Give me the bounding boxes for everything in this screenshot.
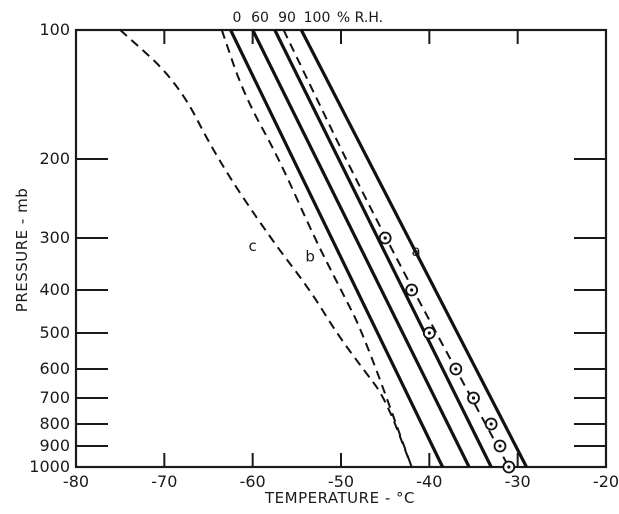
- series-line-c: [119, 29, 413, 468]
- rh-header-label: 60: [251, 10, 269, 26]
- observation-marker-dot: [489, 422, 493, 426]
- series-line-100: [299, 29, 528, 468]
- y-tick-label: 300: [39, 228, 70, 247]
- y-axis-title: PRESSURE - mb: [13, 188, 31, 312]
- annotation-a: a: [411, 242, 420, 260]
- y-tick-label: 100: [39, 20, 70, 39]
- y-tick-label: 800: [39, 414, 70, 433]
- x-tick-label: -40: [416, 472, 442, 491]
- y-tick-label: 200: [39, 149, 70, 168]
- observation-marker-dot: [383, 236, 387, 240]
- y-tick-label: 700: [39, 388, 70, 407]
- x-tick-label: -70: [151, 472, 177, 491]
- x-tick-label: -80: [63, 472, 89, 491]
- observation-marker-dot: [427, 331, 431, 335]
- series-lines: [119, 29, 528, 468]
- series-line-0: [229, 29, 445, 468]
- x-tick-label: -30: [505, 472, 531, 491]
- tick-marks: [75, 29, 607, 468]
- x-axis-title: TEMPERATURE - °C: [264, 489, 415, 507]
- observation-marker-dot: [471, 396, 476, 400]
- series-line-a: [282, 29, 510, 468]
- x-tick-labels: -80 -70 -60 -50 -40 -30 -20: [63, 472, 619, 491]
- rh-header: 0 60 90 100 % R.H.: [233, 10, 384, 26]
- annotation-b: b: [305, 247, 315, 265]
- y-tick-label: 1000: [29, 457, 70, 476]
- series-annotations: a b c: [249, 237, 421, 265]
- y-tick-label: 500: [39, 323, 70, 342]
- observation-marker-dot: [498, 444, 502, 448]
- rh-header-label: % R.H.: [337, 10, 383, 26]
- y-tick-label: 400: [39, 280, 70, 299]
- series-line-60: [251, 29, 471, 468]
- rh-header-label: 0: [233, 10, 242, 26]
- x-tick-label: -60: [240, 472, 266, 491]
- observation-markers: [378, 231, 516, 474]
- series-line-b: [220, 29, 413, 468]
- x-tick-label: -20: [593, 472, 619, 491]
- observation-marker-dot: [454, 367, 458, 371]
- y-tick-label: 900: [39, 436, 70, 455]
- rh-header-label: 90: [278, 10, 296, 26]
- series-line-90: [273, 29, 493, 468]
- observation-marker-dot: [410, 288, 414, 292]
- x-tick-label: -50: [328, 472, 354, 491]
- y-tick-label: 600: [39, 359, 70, 378]
- y-tick-labels: 100 200 300 400 500 600 700 800 900 1000: [29, 20, 70, 476]
- annotation-c: c: [249, 237, 257, 255]
- rh-header-label: 100: [304, 10, 331, 26]
- plot-frame: [74, 28, 608, 469]
- observation-marker-dot: [507, 465, 511, 469]
